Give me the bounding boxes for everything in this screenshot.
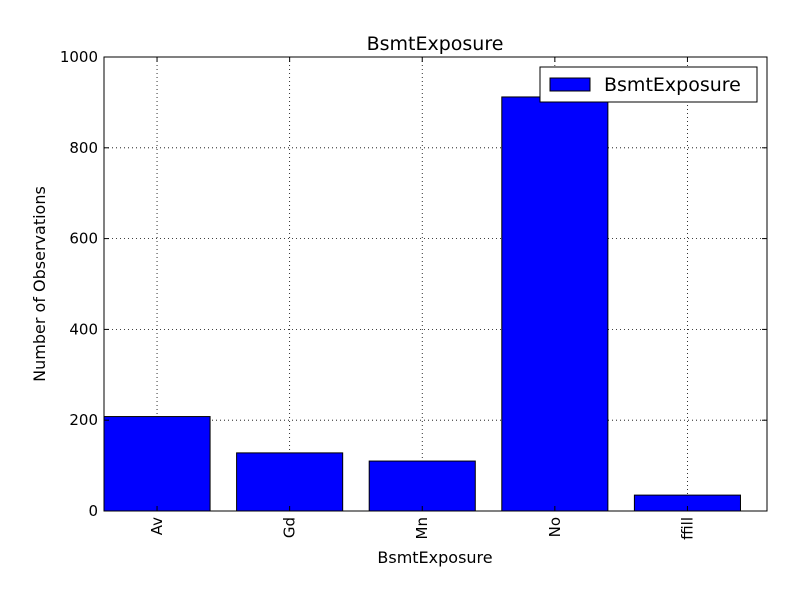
bars [103,96,741,512]
x-axis: Av Gd Mn No ffill [148,57,696,540]
y-tick-label: 1000 [60,48,98,66]
legend-label: BsmtExposure [604,74,741,96]
bar-Av [103,416,211,512]
y-tick-label: 400 [69,320,98,338]
plot-frame [103,56,768,512]
x-tick-label: ffill [678,517,696,540]
x-tick-label: Av [148,517,166,535]
y-tick-label: 0 [88,502,98,520]
x-tick-label: No [546,517,564,537]
y-tick-label: 200 [69,411,98,429]
bar-No [501,96,609,512]
chart-title: BsmtExposure [367,33,504,55]
y-tick-label: 800 [69,139,98,157]
x-tick-label: Gd [281,517,299,538]
bar-Mn [368,460,476,512]
y-axis: 0 200 400 600 800 1000 [60,48,767,520]
legend: BsmtExposure [539,66,758,103]
y-axis-label: Number of Observations [30,186,49,382]
bar-Gd [236,452,344,512]
x-axis-label: BsmtExposure [377,548,492,567]
legend-swatch [549,77,591,92]
y-tick-label: 600 [69,230,98,248]
x-tick-label: Mn [413,517,431,539]
